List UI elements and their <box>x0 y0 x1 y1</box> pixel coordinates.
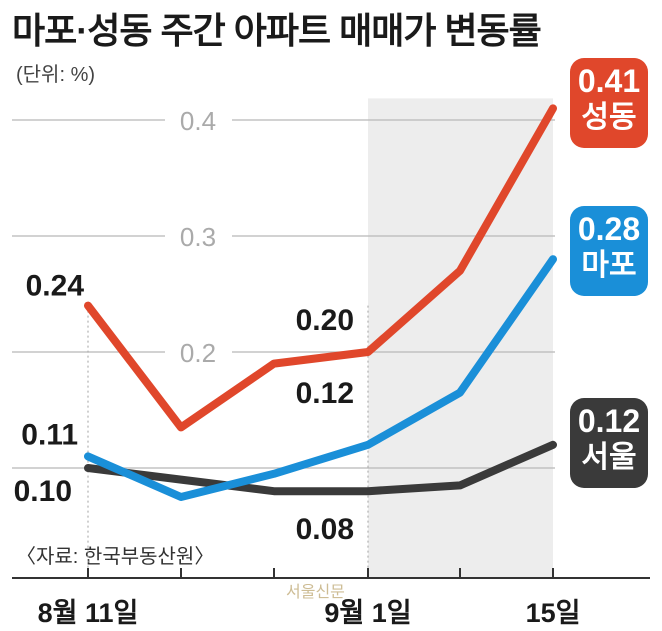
y-tick-label: 0.2 <box>180 338 216 368</box>
x-tick-label: 9월 1일 <box>324 598 411 628</box>
data-label-성동: 0.24 <box>26 270 85 303</box>
end-value-label: 0.12 <box>577 403 641 439</box>
chart-title: 마포·성동 주간 아파트 매매가 변동률 <box>12 10 542 51</box>
watermark: 서울신문 <box>286 584 345 601</box>
end-badge-마포: 0.28 마포 <box>570 206 648 296</box>
x-tick-label: 8월 11일 <box>38 598 139 628</box>
data-label-마포: 0.12 <box>296 377 354 410</box>
data-label-마포: 0.11 <box>21 418 78 451</box>
end-badge-서울: 0.12 서울 <box>570 398 648 488</box>
data-label-성동: 0.20 <box>296 304 354 337</box>
source-note: 〈자료: 한국부동산원〉 <box>16 546 215 568</box>
data-label-서울: 0.10 <box>14 475 72 508</box>
series-name-label: 서울 <box>581 441 637 474</box>
data-label-서울: 0.08 <box>296 513 354 546</box>
unit-label: (단위: %) <box>16 64 96 86</box>
x-tick-label: 15일 <box>526 598 581 628</box>
series-line-성동 <box>84 104 557 432</box>
series-name-label: 성동 <box>581 101 637 134</box>
shaded-period <box>368 98 553 579</box>
y-tick-label: 0.3 <box>180 222 216 252</box>
series-name-label: 마포 <box>581 249 637 282</box>
series-line-마포 <box>84 255 557 501</box>
y-tick-label: 0.4 <box>180 106 216 136</box>
end-value-label: 0.28 <box>577 211 641 247</box>
series-line-서울 <box>84 440 557 496</box>
end-badge-성동: 0.41 성동 <box>570 58 648 148</box>
end-value-label: 0.41 <box>577 63 641 99</box>
